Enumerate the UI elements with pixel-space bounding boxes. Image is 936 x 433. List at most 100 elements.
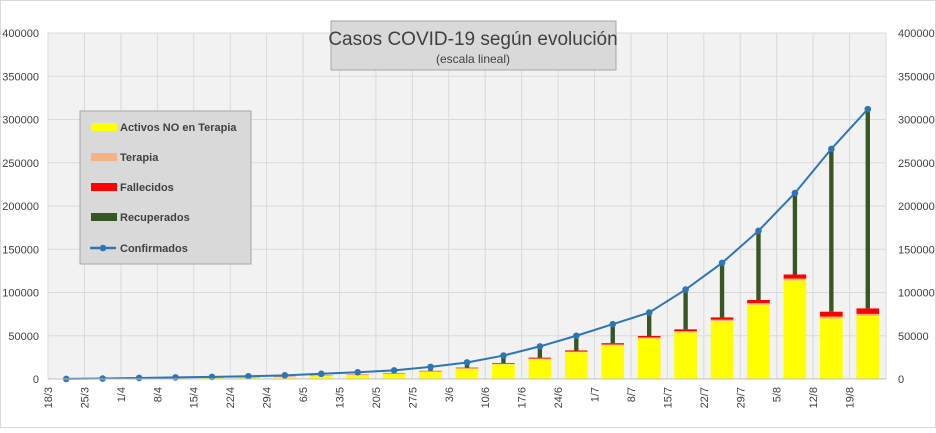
y-tick-label-left: 350000 — [2, 71, 39, 83]
x-tick-label: 15/7 — [662, 387, 674, 408]
legend-label: Confirmados — [120, 243, 188, 255]
confirmed-point — [318, 371, 325, 378]
confirmed-point — [864, 106, 871, 113]
confirmed-point — [609, 321, 616, 328]
bar-segment — [866, 109, 870, 308]
y-tick-label-left: 300000 — [2, 115, 39, 127]
bar-segment — [720, 263, 724, 317]
legend-swatch — [91, 183, 117, 191]
confirmed-point — [172, 374, 179, 381]
title-box: Casos COVID-19 según evolución (escala l… — [328, 21, 617, 70]
confirmed-point — [573, 332, 580, 339]
bar-segment — [856, 314, 879, 316]
legend-label: Fallecidos — [120, 182, 174, 194]
bar-segment — [784, 275, 807, 279]
bar-segment — [829, 149, 833, 312]
y-tick-label-left: 250000 — [2, 158, 39, 170]
bar-segment — [529, 359, 552, 360]
bar-segment — [601, 343, 624, 344]
bar-segment — [565, 350, 588, 351]
y-tick-label-left: 0 — [33, 374, 39, 386]
x-tick-label: 10/6 — [480, 387, 492, 408]
x-tick-label: 8/7 — [626, 387, 638, 402]
y-tick-label-right: 50000 — [898, 331, 929, 343]
legend-swatch — [91, 213, 117, 221]
x-tick-label: 20/5 — [371, 387, 383, 408]
legend-label: Recuperados — [120, 212, 190, 224]
y-tick-label-left: 150000 — [2, 244, 39, 256]
bar-segment — [784, 279, 807, 281]
x-tick-label: 29/4 — [262, 387, 274, 408]
bar-segment — [492, 364, 515, 379]
confirmed-point — [391, 367, 398, 374]
confirmed-point — [828, 146, 835, 153]
bar-segment — [638, 337, 661, 338]
confirmed-point — [719, 260, 726, 267]
y-tick-label-right: 300000 — [898, 115, 935, 127]
bar-segment — [601, 344, 624, 345]
confirmed-point — [682, 286, 689, 293]
bar-segment — [674, 329, 697, 331]
chart-title: Casos COVID-19 según evolución — [328, 29, 617, 50]
legend-label: Terapia — [120, 152, 159, 164]
bar-segment — [647, 313, 651, 336]
bar-segment — [784, 280, 807, 379]
bar-segment — [756, 231, 760, 300]
y-tick-label-left: 400000 — [2, 28, 39, 40]
confirmed-point — [537, 343, 544, 350]
bar-segment — [456, 369, 479, 379]
bar-segment — [820, 318, 843, 379]
chart-subtitle: (escala lineal) — [436, 52, 510, 66]
legend-swatch — [91, 153, 117, 161]
bar-segment — [492, 363, 515, 364]
bar-segment — [419, 372, 442, 379]
bar-segment — [793, 193, 797, 274]
confirmed-point — [646, 309, 653, 316]
y-tick-label-left: 50000 — [8, 331, 39, 343]
bar-segment — [711, 317, 734, 319]
bar-segment — [820, 312, 843, 317]
confirmed-point — [755, 228, 762, 235]
x-tick-label: 1/7 — [590, 387, 602, 402]
legend-label: Activos NO en Terapia — [120, 122, 237, 134]
y-tick-label-right: 250000 — [898, 158, 935, 170]
x-tick-label: 13/5 — [334, 387, 346, 408]
bar-segment — [856, 316, 879, 379]
bar-segment — [683, 290, 687, 330]
bar-segment — [820, 317, 843, 319]
confirmed-point — [464, 359, 471, 366]
confirmed-point — [427, 364, 434, 371]
bar-segment — [565, 351, 588, 352]
confirmed-point — [282, 372, 289, 379]
bar-segment — [529, 359, 552, 379]
x-tick-label: 22/4 — [225, 387, 237, 408]
bar-segment — [711, 321, 734, 379]
bar-segment — [638, 336, 661, 337]
bar-segment — [456, 368, 479, 369]
x-tick-label: 15/4 — [189, 387, 201, 408]
y-tick-label-right: 100000 — [898, 288, 935, 300]
bar-segment — [601, 345, 624, 379]
x-tick-label: 24/6 — [553, 387, 565, 408]
confirmed-point — [500, 352, 507, 359]
bar-segment — [346, 375, 369, 379]
y-tick-label-right: 400000 — [898, 28, 935, 40]
bar-segment — [674, 332, 697, 379]
x-tick-label: 8/4 — [152, 387, 164, 402]
bar-segment — [747, 305, 770, 379]
bar-segment — [383, 374, 406, 379]
x-tick-label: 29/7 — [735, 387, 747, 408]
x-tick-label: 22/7 — [699, 387, 711, 408]
y-tick-label-right: 150000 — [898, 244, 935, 256]
x-tick-label: 18/3 — [43, 387, 55, 408]
bar-segment — [565, 352, 588, 379]
x-tick-label: 3/6 — [444, 387, 456, 402]
x-tick-label: 19/8 — [845, 387, 857, 408]
legend-swatch — [91, 123, 117, 131]
legend: Activos NO en Terapia Terapia Fallecidos Re… — [80, 111, 251, 264]
x-tick-label: 1/4 — [116, 387, 128, 402]
confirmed-point — [354, 369, 361, 376]
x-tick-label: 27/5 — [407, 387, 419, 408]
